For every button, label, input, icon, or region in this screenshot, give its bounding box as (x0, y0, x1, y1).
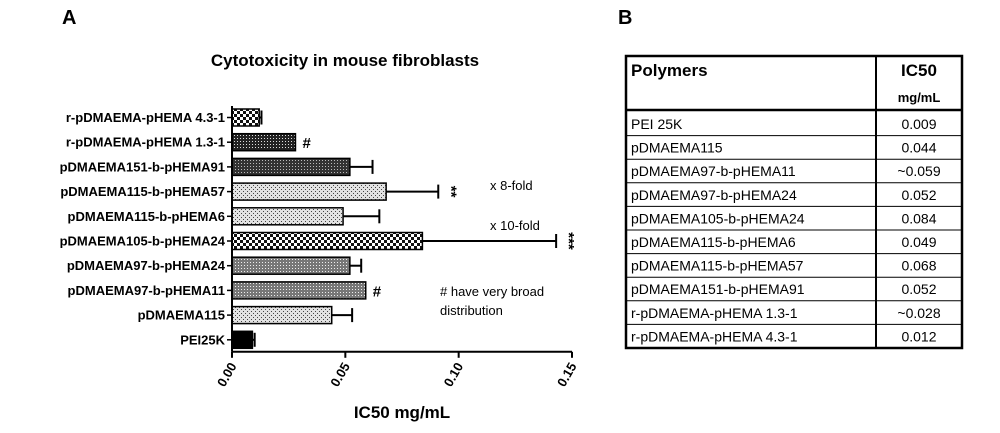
chart-title: Cytotoxicity in mouse fibroblasts (211, 51, 479, 70)
panel-a-label: A (62, 7, 76, 29)
table-cell-ic50-pdmaema105-b-phema24: 0.084 (901, 210, 936, 226)
table-cell-polymer-pdmaema97-b-phema11: pDMAEMA97-b-pHEMA11 (631, 163, 796, 179)
table-cell-ic50-pdmaema97-b-phema11: ~0.059 (897, 163, 940, 179)
bar-pei25k (231, 330, 254, 350)
table-cell-ic50-pei-25k: 0.009 (901, 116, 936, 132)
category-label-r-pdmaema-phema-1-3-1: r-pDMAEMA-pHEMA 1.3-1 (66, 135, 225, 150)
table-header-ic50: IC50 (901, 61, 937, 80)
x-axis-label: IC50 mg/mL (354, 403, 450, 422)
category-label-pdmaema97-b-phema11: pDMAEMA97-b-pHEMA11 (68, 283, 225, 298)
x-tick-label-0-15: 0.15 (554, 360, 580, 389)
table-cell-ic50-pdmaema115-b-phema6: 0.049 (901, 234, 936, 250)
bar-pdmaema115-b-phema6 (231, 207, 344, 226)
annotation-broad-distribution-2: distribution (440, 303, 503, 318)
bar-r-pdmaema-phema-4-3-1 (231, 108, 260, 127)
annotation-broad-distribution-1: # have very broad (440, 284, 544, 299)
category-label-r-pdmaema-phema-4-3-1: r-pDMAEMA-pHEMA 4.3-1 (66, 110, 225, 125)
mark-stars-pdmaema105-b-phema24: *** (560, 232, 577, 250)
ic50-table: Polymers IC50 mg/mL PEI 25K 0.009 pDMAEMA115 0… (624, 54, 964, 350)
table-cell-polymer-pdmaema105-b-phema24: pDMAEMA105-b-pHEMA24 (631, 210, 805, 226)
table-border (624, 54, 964, 350)
x-tick-label-0-10: 0.10 (441, 360, 467, 389)
table-cell-ic50-r-pdmaema-phema-4-3-1: 0.012 (901, 328, 936, 344)
annotation-8-fold: x 8-fold (490, 178, 533, 193)
table-cell-polymer-r-pdmaema-phema-4-3-1: r-pDMAEMA-pHEMA 4.3-1 (631, 328, 798, 344)
bar-pdmaema97-b-phema11 (231, 281, 367, 300)
category-label-pdmaema115-b-phema6: pDMAEMA115-b-pHEMA6 (68, 209, 225, 224)
bar-pdmaema115 (231, 305, 333, 325)
mark-hash-r-pdmaema-phema-1-3-1: # (302, 135, 311, 152)
table-cell-polymer-r-pdmaema-phema-1-3-1: r-pDMAEMA-pHEMA 1.3-1 (631, 305, 798, 321)
category-label-pdmaema151-b-phema91: pDMAEMA151-b-pHEMA91 (60, 159, 225, 174)
category-labels-group: r-pDMAEMA-pHEMA 4.3-1 r-pDMAEMA-pHEMA 1.3… (60, 110, 226, 347)
table-cell-polymer-pdmaema115-b-phema57: pDMAEMA115-b-pHEMA57 (631, 258, 804, 274)
category-label-pei25k: PEI25K (180, 332, 225, 347)
annotation-10-fold: x 10-fold (490, 218, 540, 233)
category-label-pdmaema115-b-phema57: pDMAEMA115-b-pHEMA57 (60, 184, 225, 199)
x-tick-label-0-05: 0.05 (327, 360, 353, 389)
bar-pdmaema115-b-phema57 (231, 182, 387, 201)
table-cell-ic50-pdmaema151-b-phema91: 0.052 (901, 281, 936, 297)
table-cell-ic50-r-pdmaema-phema-1-3-1: ~0.028 (897, 305, 940, 321)
significance-marks-group: #*****# (302, 135, 577, 300)
table-cell-ic50-pdmaema115-b-phema57: 0.068 (901, 258, 936, 274)
table-cell-polymer-pdmaema115: pDMAEMA115 (631, 140, 723, 156)
category-label-pdmaema97-b-phema24: pDMAEMA97-b-pHEMA24 (67, 258, 226, 273)
bar-pdmaema97-b-phema24 (231, 256, 351, 275)
mark-hash-pdmaema97-b-phema11: # (373, 283, 382, 300)
table-cell-polymer-pdmaema115-b-phema6: pDMAEMA115-b-pHEMA6 (631, 234, 796, 250)
bar-pdmaema105-b-phema24 (231, 231, 424, 251)
table-cell-ic50-pdmaema115: 0.044 (901, 140, 936, 156)
x-tick-label-0-00: 0.00 (214, 360, 240, 389)
table-cell-polymer-pei-25k: PEI 25K (631, 116, 683, 132)
mark-stars-pdmaema115-b-phema57: ** (442, 186, 459, 198)
table-cell-polymer-pdmaema151-b-phema91: pDMAEMA151-b-pHEMA91 (631, 281, 805, 297)
bar-pdmaema151-b-phema91 (231, 157, 351, 177)
table-cell-ic50-pdmaema97-b-phema24: 0.052 (901, 187, 936, 203)
bar-r-pdmaema-phema-1-3-1 (231, 132, 297, 152)
table-header-unit: mg/mL (898, 90, 941, 105)
category-label-pdmaema105-b-phema24: pDMAEMA105-b-pHEMA24 (60, 234, 226, 249)
table-header-polymers: Polymers (631, 61, 708, 80)
category-label-pdmaema115: pDMAEMA115 (138, 308, 225, 323)
panel-b-label: B (618, 7, 632, 29)
table-cell-polymer-pdmaema97-b-phema24: pDMAEMA97-b-pHEMA24 (631, 187, 797, 203)
